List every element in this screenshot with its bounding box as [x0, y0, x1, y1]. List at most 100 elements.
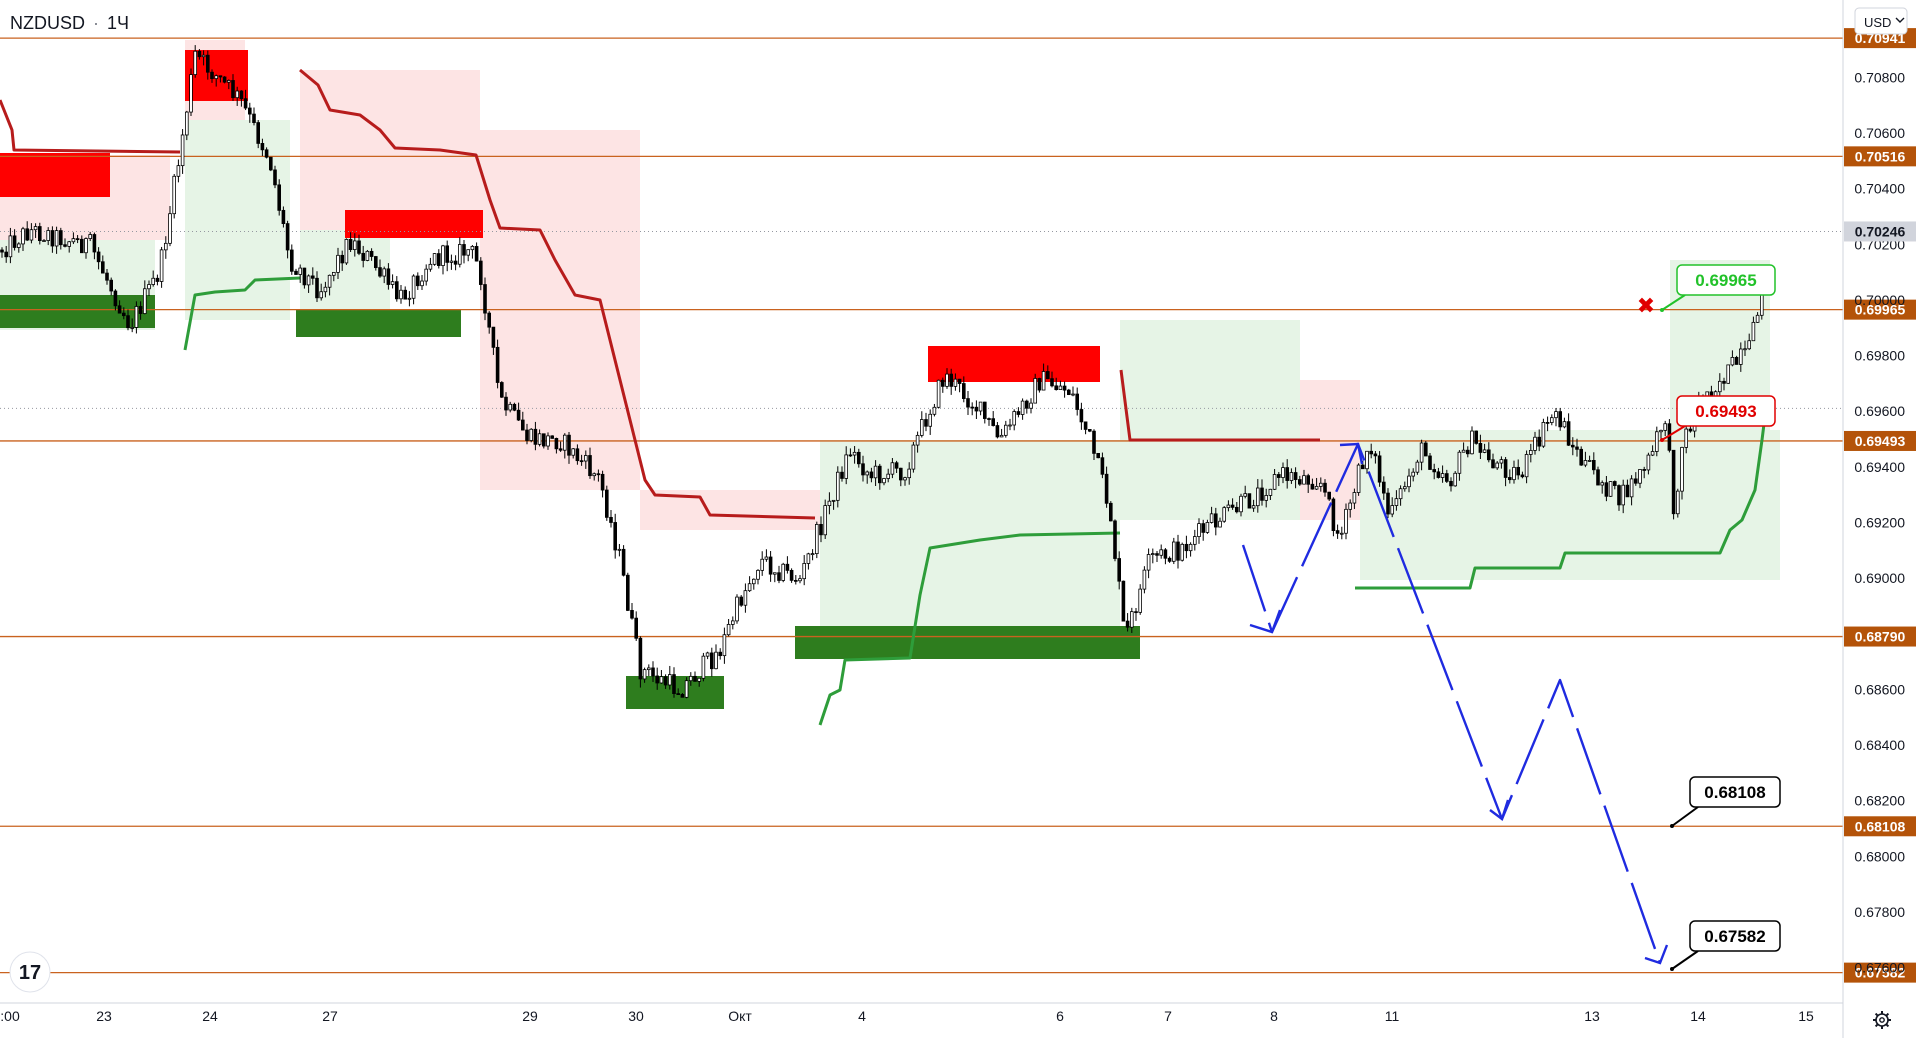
level-price-label: 0.67582 [1855, 965, 1906, 981]
level-price-tag [1844, 962, 1916, 983]
candle-body [487, 312, 491, 328]
candle-body [1222, 507, 1227, 522]
candle-body [105, 272, 109, 281]
time-tick-label: 29 [522, 1008, 538, 1024]
cross-marker-icon: ✖ [1637, 294, 1655, 319]
candle-body [264, 149, 269, 158]
candle-body [1533, 436, 1537, 451]
candle-body [268, 156, 273, 171]
currency-button[interactable]: USD [1854, 7, 1908, 35]
symbol-title[interactable]: NZDUSD · 1Ч [10, 13, 129, 33]
candle-body [306, 275, 311, 286]
candle-body [974, 406, 979, 412]
trailing-stop-segment [1355, 399, 1769, 590]
candle-body [1579, 448, 1584, 466]
time-tick-label: 23 [96, 1008, 112, 1024]
candle-body [4, 251, 9, 258]
candle-body [113, 290, 118, 307]
time-tick-label: 14 [1690, 1008, 1706, 1024]
candle-body [894, 462, 899, 469]
candle-body [42, 240, 46, 242]
candle-body [193, 50, 198, 75]
candle-body [289, 249, 294, 272]
candle-body [1671, 449, 1676, 515]
candle-body [180, 134, 185, 167]
candle-body [1163, 549, 1168, 559]
forecast-arrows [1241, 442, 1669, 965]
candle-body [88, 234, 93, 239]
candle-body [701, 655, 706, 679]
candle-body [1684, 428, 1689, 448]
time-axis[interactable]: :00 23 24 27 29 30 Окт 4 6 7 8 11 13 14 15 [0, 1008, 1814, 1024]
candle-body [600, 473, 605, 491]
candle-body [403, 289, 407, 300]
candle-body [310, 275, 315, 279]
candle-body [365, 250, 370, 261]
time-tick-label: :00 [0, 1008, 20, 1024]
candle-body [1646, 454, 1651, 471]
forecast-arrowhead [1644, 944, 1669, 965]
forecast-arrowhead [1339, 442, 1364, 465]
candle-body [1109, 502, 1113, 522]
candle-body [323, 286, 328, 293]
candle-body [613, 522, 617, 551]
candle-body [33, 226, 38, 231]
candle-body [546, 435, 550, 447]
candle-body [1096, 452, 1101, 459]
candle-body [1487, 449, 1491, 461]
candle-body [768, 556, 773, 575]
settings-gear-icon[interactable] [1873, 1011, 1891, 1029]
candle-body [915, 434, 920, 446]
candle-body [1079, 409, 1084, 423]
candle-body [1058, 385, 1063, 391]
candle-body [1243, 493, 1248, 497]
candle-body [445, 245, 449, 263]
price-tick-label: 0.68400 [1854, 737, 1905, 753]
candle-body [1680, 446, 1684, 492]
price-axis[interactable]: 0.708000.706000.704000.702000.700000.698… [1844, 69, 1916, 976]
candle-body [1508, 477, 1512, 481]
price-tick-label: 0.68200 [1854, 793, 1905, 809]
demand-zone [296, 309, 461, 337]
callout-box [1676, 264, 1776, 296]
candle-body [1730, 356, 1735, 366]
candle-body [1134, 611, 1138, 614]
candle-body [1293, 472, 1298, 480]
candle-body [453, 260, 458, 265]
candle-body [59, 230, 63, 246]
candle-body [1718, 380, 1722, 393]
candle-body [1722, 380, 1726, 384]
candle-body [1474, 430, 1479, 444]
tradingview-logo[interactable]: 17 [9, 951, 51, 993]
candle-body [1390, 505, 1395, 515]
callout-box [1676, 395, 1776, 427]
candle-body [953, 378, 958, 387]
candle-body [1054, 385, 1059, 391]
candle-body [273, 169, 277, 186]
candle-body [285, 223, 290, 251]
candle-body [705, 652, 710, 657]
candle-body [962, 383, 966, 399]
candle-body [1251, 505, 1256, 509]
candle-body [1743, 348, 1747, 351]
candle-body [197, 50, 202, 58]
candle-body [617, 548, 622, 551]
candle-body [651, 667, 655, 677]
candle-body [1583, 460, 1588, 466]
candle-body [957, 378, 962, 384]
candle-body [865, 471, 869, 476]
price-tick-label: 0.70800 [1854, 69, 1905, 85]
candle-body [1440, 473, 1445, 478]
candle-body [752, 578, 756, 585]
level-price-label: 0.68108 [1855, 818, 1906, 834]
candle-body [1445, 473, 1449, 482]
callout-pointer [1661, 294, 1686, 311]
candle-body [1529, 450, 1533, 455]
candle-body [911, 444, 916, 470]
candle-body [1050, 378, 1054, 387]
candle-body [1550, 417, 1554, 423]
candle-body [205, 54, 210, 73]
candle-body [1130, 611, 1134, 628]
candle-body [1461, 449, 1466, 453]
